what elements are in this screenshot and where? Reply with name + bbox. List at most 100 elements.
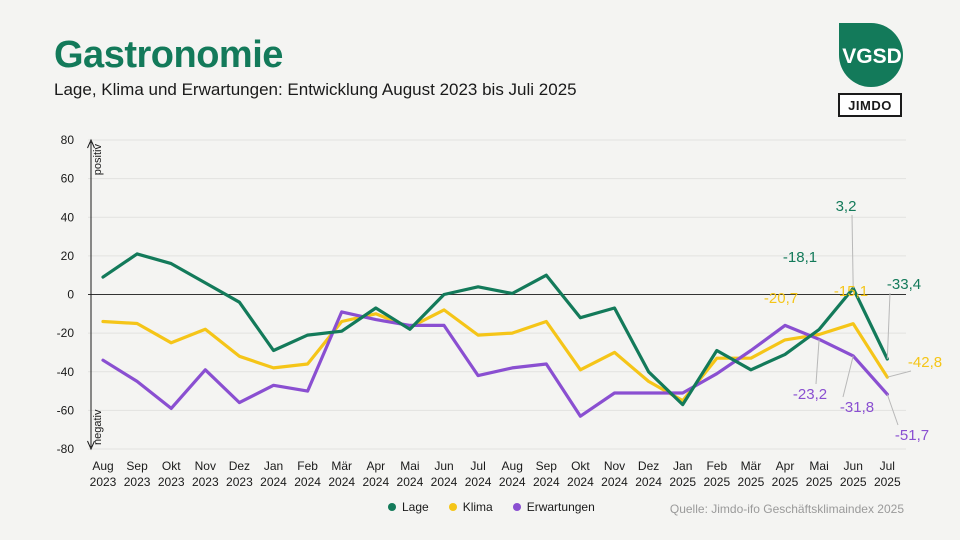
x-tick-label-month: Apr (776, 459, 795, 473)
x-tick-label-year: 2025 (703, 475, 730, 489)
x-tick-label-month: Sep (536, 459, 558, 473)
x-tick-label-month: Feb (706, 459, 727, 473)
x-tick-label-month: Jul (880, 459, 895, 473)
x-tick-label-year: 2024 (294, 475, 321, 489)
x-tick-label-year: 2025 (806, 475, 833, 489)
x-tick-label-year: 2024 (397, 475, 424, 489)
x-tick-label-month: Jun (434, 459, 453, 473)
chart-title: Gastronomie (54, 34, 283, 76)
legend-label-lage: Lage (402, 500, 429, 514)
y-tick-label: 0 (67, 288, 74, 302)
legend-dot-klima (448, 503, 457, 511)
y-tick-label: -60 (57, 403, 75, 417)
legend-item-klima: Klima (448, 500, 493, 514)
x-tick-label-year: 2024 (567, 475, 594, 489)
chart-subtitle: Lage, Klima und Erwartungen: Entwicklung… (54, 80, 577, 99)
x-tick-label-month: Apr (366, 459, 385, 473)
data-label-lage: 3,2 (836, 198, 857, 215)
y-tick-label: -80 (57, 442, 75, 456)
y-tick-label: 80 (61, 133, 75, 147)
y-axis: 80 60 40 20 0 -20 -40 -60 -80 positiv negativ (57, 133, 104, 456)
legend-label-klima: Klima (462, 500, 493, 514)
x-tick-label-month: Aug (92, 459, 113, 473)
series-line-erwartungen (101, 310, 889, 418)
x-tick-label-year: 2025 (840, 475, 867, 489)
data-label-klima: -42,8 (908, 354, 942, 371)
data-label-erwartungen: -23,2 (793, 386, 827, 403)
vgsd-logo-shape (839, 23, 903, 87)
y-axis-arrow-up (87, 138, 95, 149)
x-tick-label-year: 2024 (635, 475, 662, 489)
x-tick-label-year: 2024 (431, 475, 458, 489)
vgsd-logo: VGSD (839, 23, 903, 87)
x-tick-label-year: 2025 (874, 475, 901, 489)
x-tick-label-year: 2024 (260, 475, 287, 489)
source-note: Quelle: Jimdo-ifo Geschäftsklimaindex 20… (669, 502, 904, 516)
annotation-leader (886, 292, 891, 360)
jimdo-logo: JIMDO (838, 93, 902, 117)
x-tick-label-month: Mär (331, 459, 352, 473)
y-tick-label: 40 (61, 210, 75, 224)
x-tick-label-month: Mär (741, 459, 762, 473)
x-axis: Aug 2023 Sep 2023 Okt 2023 Nov 2023 Dez 2023 Jan 20… (90, 459, 901, 489)
x-tick-label-month: Jun (844, 459, 863, 473)
legend-dot-erwartungen (512, 503, 521, 511)
x-tick-label-month: Nov (604, 459, 625, 473)
legend-item-lage: Lage (388, 500, 429, 514)
legend-item-erwartungen: Erwartungen (512, 500, 595, 514)
chart-annotations: -18,1 3,2 -33,4 -20,7 -15,1 -42,8 -23,2 -31,8 -5… (764, 198, 942, 444)
y-tick-label: -40 (57, 365, 75, 379)
x-tick-label-year: 2024 (465, 475, 492, 489)
vgsd-logo-text: VGSD (842, 45, 902, 68)
data-label-erwartungen: -51,7 (895, 427, 929, 444)
x-tick-label-month: Feb (297, 459, 318, 473)
x-tick-label-month: Mai (809, 459, 828, 473)
axis-label-negative: negativ (92, 409, 104, 445)
y-tick-label: 20 (61, 249, 75, 263)
x-tick-label-year: 2025 (669, 475, 696, 489)
annotation-leader (886, 394, 899, 426)
x-tick-label-year: 2024 (499, 475, 526, 489)
y-axis-arrow-down (87, 440, 95, 451)
annotation-leader (851, 214, 854, 289)
x-tick-label-year: 2023 (90, 475, 117, 489)
x-tick-label-month: Okt (571, 459, 590, 473)
x-tick-label-month: Jan (264, 459, 283, 473)
chart-lines (101, 252, 889, 418)
x-tick-label-year: 2025 (772, 475, 799, 489)
x-tick-label-month: Jan (673, 459, 692, 473)
y-tick-label: 60 (61, 172, 75, 186)
x-tick-label-year: 2024 (328, 475, 355, 489)
data-label-lage: -18,1 (783, 249, 817, 266)
x-tick-label-month: Okt (162, 459, 181, 473)
series-line-lage (101, 252, 889, 407)
x-tick-label-year: 2023 (124, 475, 151, 489)
data-label-erwartungen: -31,8 (840, 399, 874, 416)
chart-legend: Lage Klima Erwartungen (388, 500, 595, 514)
legend-label-erwartungen: Erwartungen (526, 500, 595, 514)
data-label-klima: -15,1 (834, 283, 868, 300)
y-tick-label: -20 (57, 326, 75, 340)
annotation-leader (815, 339, 820, 385)
series-line-klima (101, 308, 889, 403)
legend-dot-lage (388, 503, 396, 511)
x-tick-label-month: Aug (502, 459, 523, 473)
x-tick-label-year: 2023 (192, 475, 219, 489)
x-tick-label-year: 2024 (533, 475, 560, 489)
x-tick-label-month: Mai (400, 459, 419, 473)
x-tick-label-month: Jul (470, 459, 485, 473)
x-tick-label-year: 2024 (601, 475, 628, 489)
annotation-leader (842, 355, 854, 398)
x-tick-label-year: 2024 (362, 475, 389, 489)
x-tick-label-month: Sep (126, 459, 148, 473)
x-tick-label-year: 2025 (738, 475, 765, 489)
annotation-leader (887, 370, 912, 378)
x-tick-label-year: 2023 (226, 475, 253, 489)
x-tick-label-month: Dez (229, 459, 250, 473)
axis-label-positive: positiv (92, 144, 104, 176)
x-tick-label-year: 2023 (158, 475, 185, 489)
data-label-klima: -20,7 (764, 290, 798, 307)
data-label-lage: -33,4 (887, 276, 921, 293)
x-tick-label-month: Nov (195, 459, 216, 473)
